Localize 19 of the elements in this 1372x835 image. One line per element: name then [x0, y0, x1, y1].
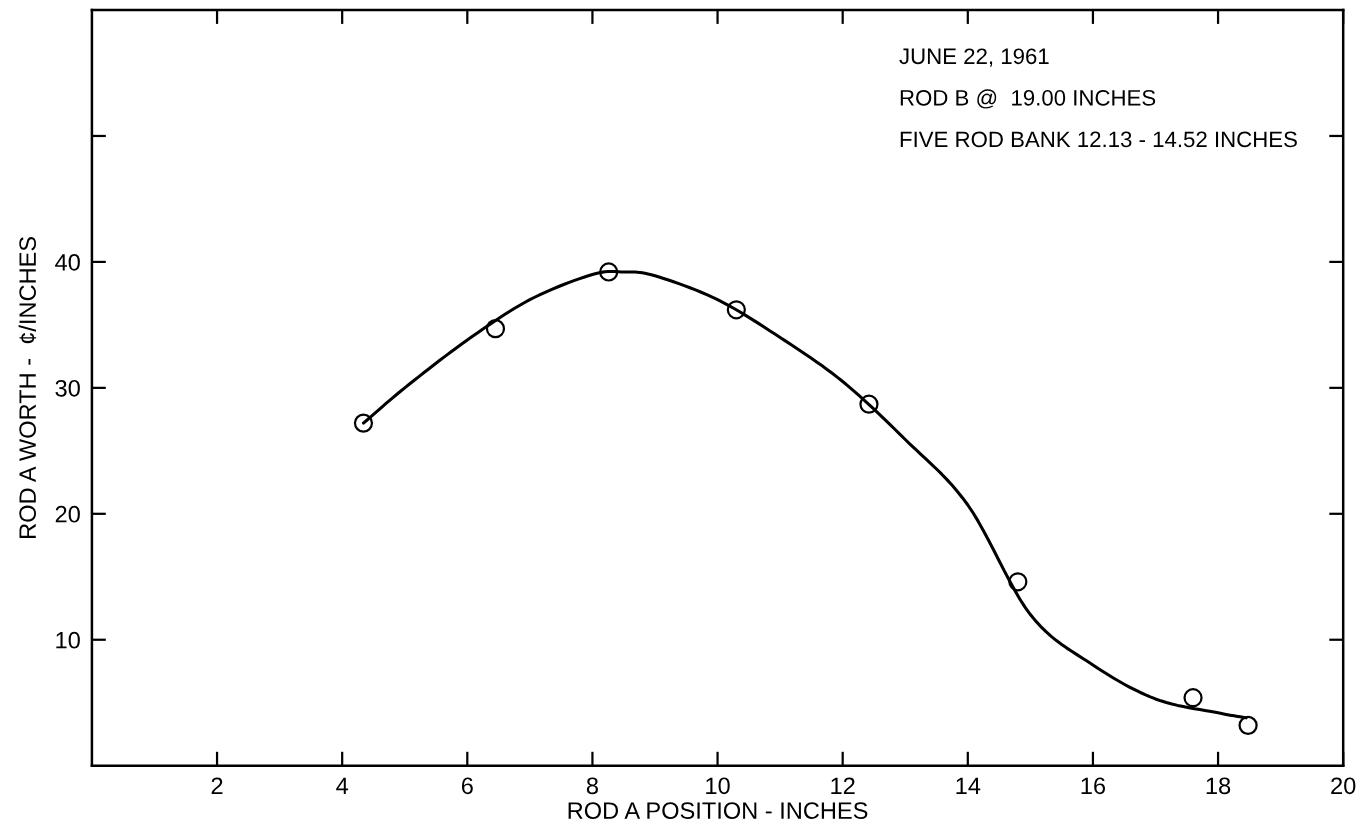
- x-tick-label: 16: [1081, 777, 1106, 795]
- x-tick-label: 10: [706, 777, 730, 795]
- annotation: JUNE 22, 1961: [899, 48, 1049, 67]
- annotation: ROD B @ 19.00 INCHES: [900, 89, 1156, 109]
- x-tick-label: 18: [1206, 777, 1231, 795]
- x-tick-label: 20: [1331, 777, 1356, 795]
- y-tick-label: 20: [55, 505, 80, 523]
- x-tick-label: 4: [336, 777, 349, 794]
- x-tick-label: 2: [211, 777, 223, 794]
- y-tick-label: 10: [56, 631, 80, 649]
- x-axis-title: ROD A POSITION - INCHES: [568, 802, 868, 819]
- x-tick-label: 8: [586, 777, 598, 795]
- x-tick-label: 14: [956, 777, 981, 794]
- annotation: FIVE ROD BANK 12.13 - 14.52 INCHES: [900, 131, 1297, 148]
- y-tick-label: 40: [55, 253, 80, 271]
- y-tick-label: 30: [55, 379, 80, 397]
- x-tick-label: 12: [831, 777, 855, 794]
- y-axis-title: ROD A WORTH - ¢/INCHES: [18, 236, 37, 538]
- x-tick-label: 6: [461, 777, 473, 795]
